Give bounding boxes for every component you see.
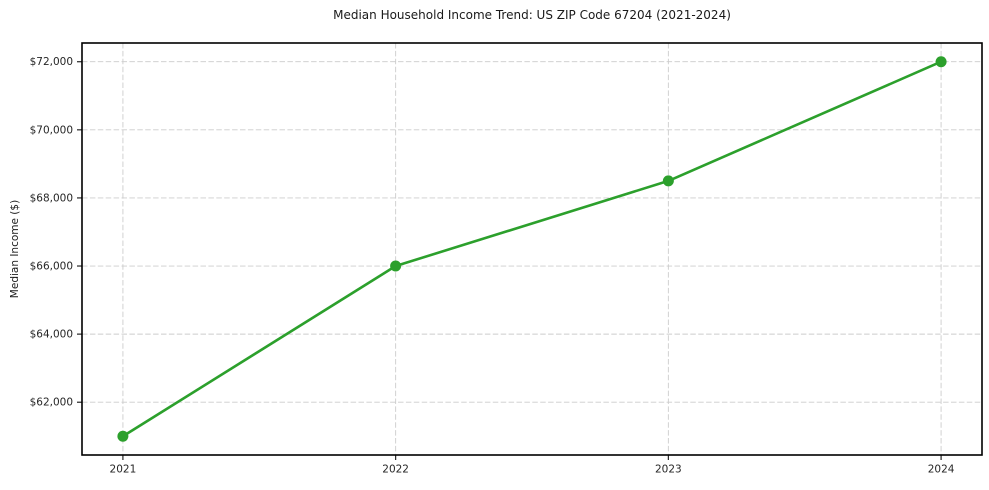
data-point-2021 (117, 430, 129, 442)
y-tick-label: $64,000 (30, 329, 73, 341)
data-point-2024 (935, 56, 947, 68)
y-tick-label: $70,000 (30, 124, 73, 136)
plot-border (81, 42, 983, 456)
chart-title: Median Household Income Trend: US ZIP Co… (333, 8, 731, 22)
y-tick-label: $72,000 (30, 56, 73, 68)
x-tick-label: 2022 (382, 464, 409, 476)
y-tick-label: $66,000 (30, 261, 73, 273)
y-tick-label: $62,000 (30, 397, 73, 409)
income-trend-line (121, 60, 943, 438)
y-tick-label: $68,000 (30, 192, 73, 204)
data-point-2023 (662, 175, 674, 187)
x-tick-label: 2024 (928, 464, 955, 476)
x-tick-label: 2023 (655, 464, 682, 476)
data-point-2022 (390, 260, 402, 272)
x-tick-label: 2021 (110, 464, 137, 476)
